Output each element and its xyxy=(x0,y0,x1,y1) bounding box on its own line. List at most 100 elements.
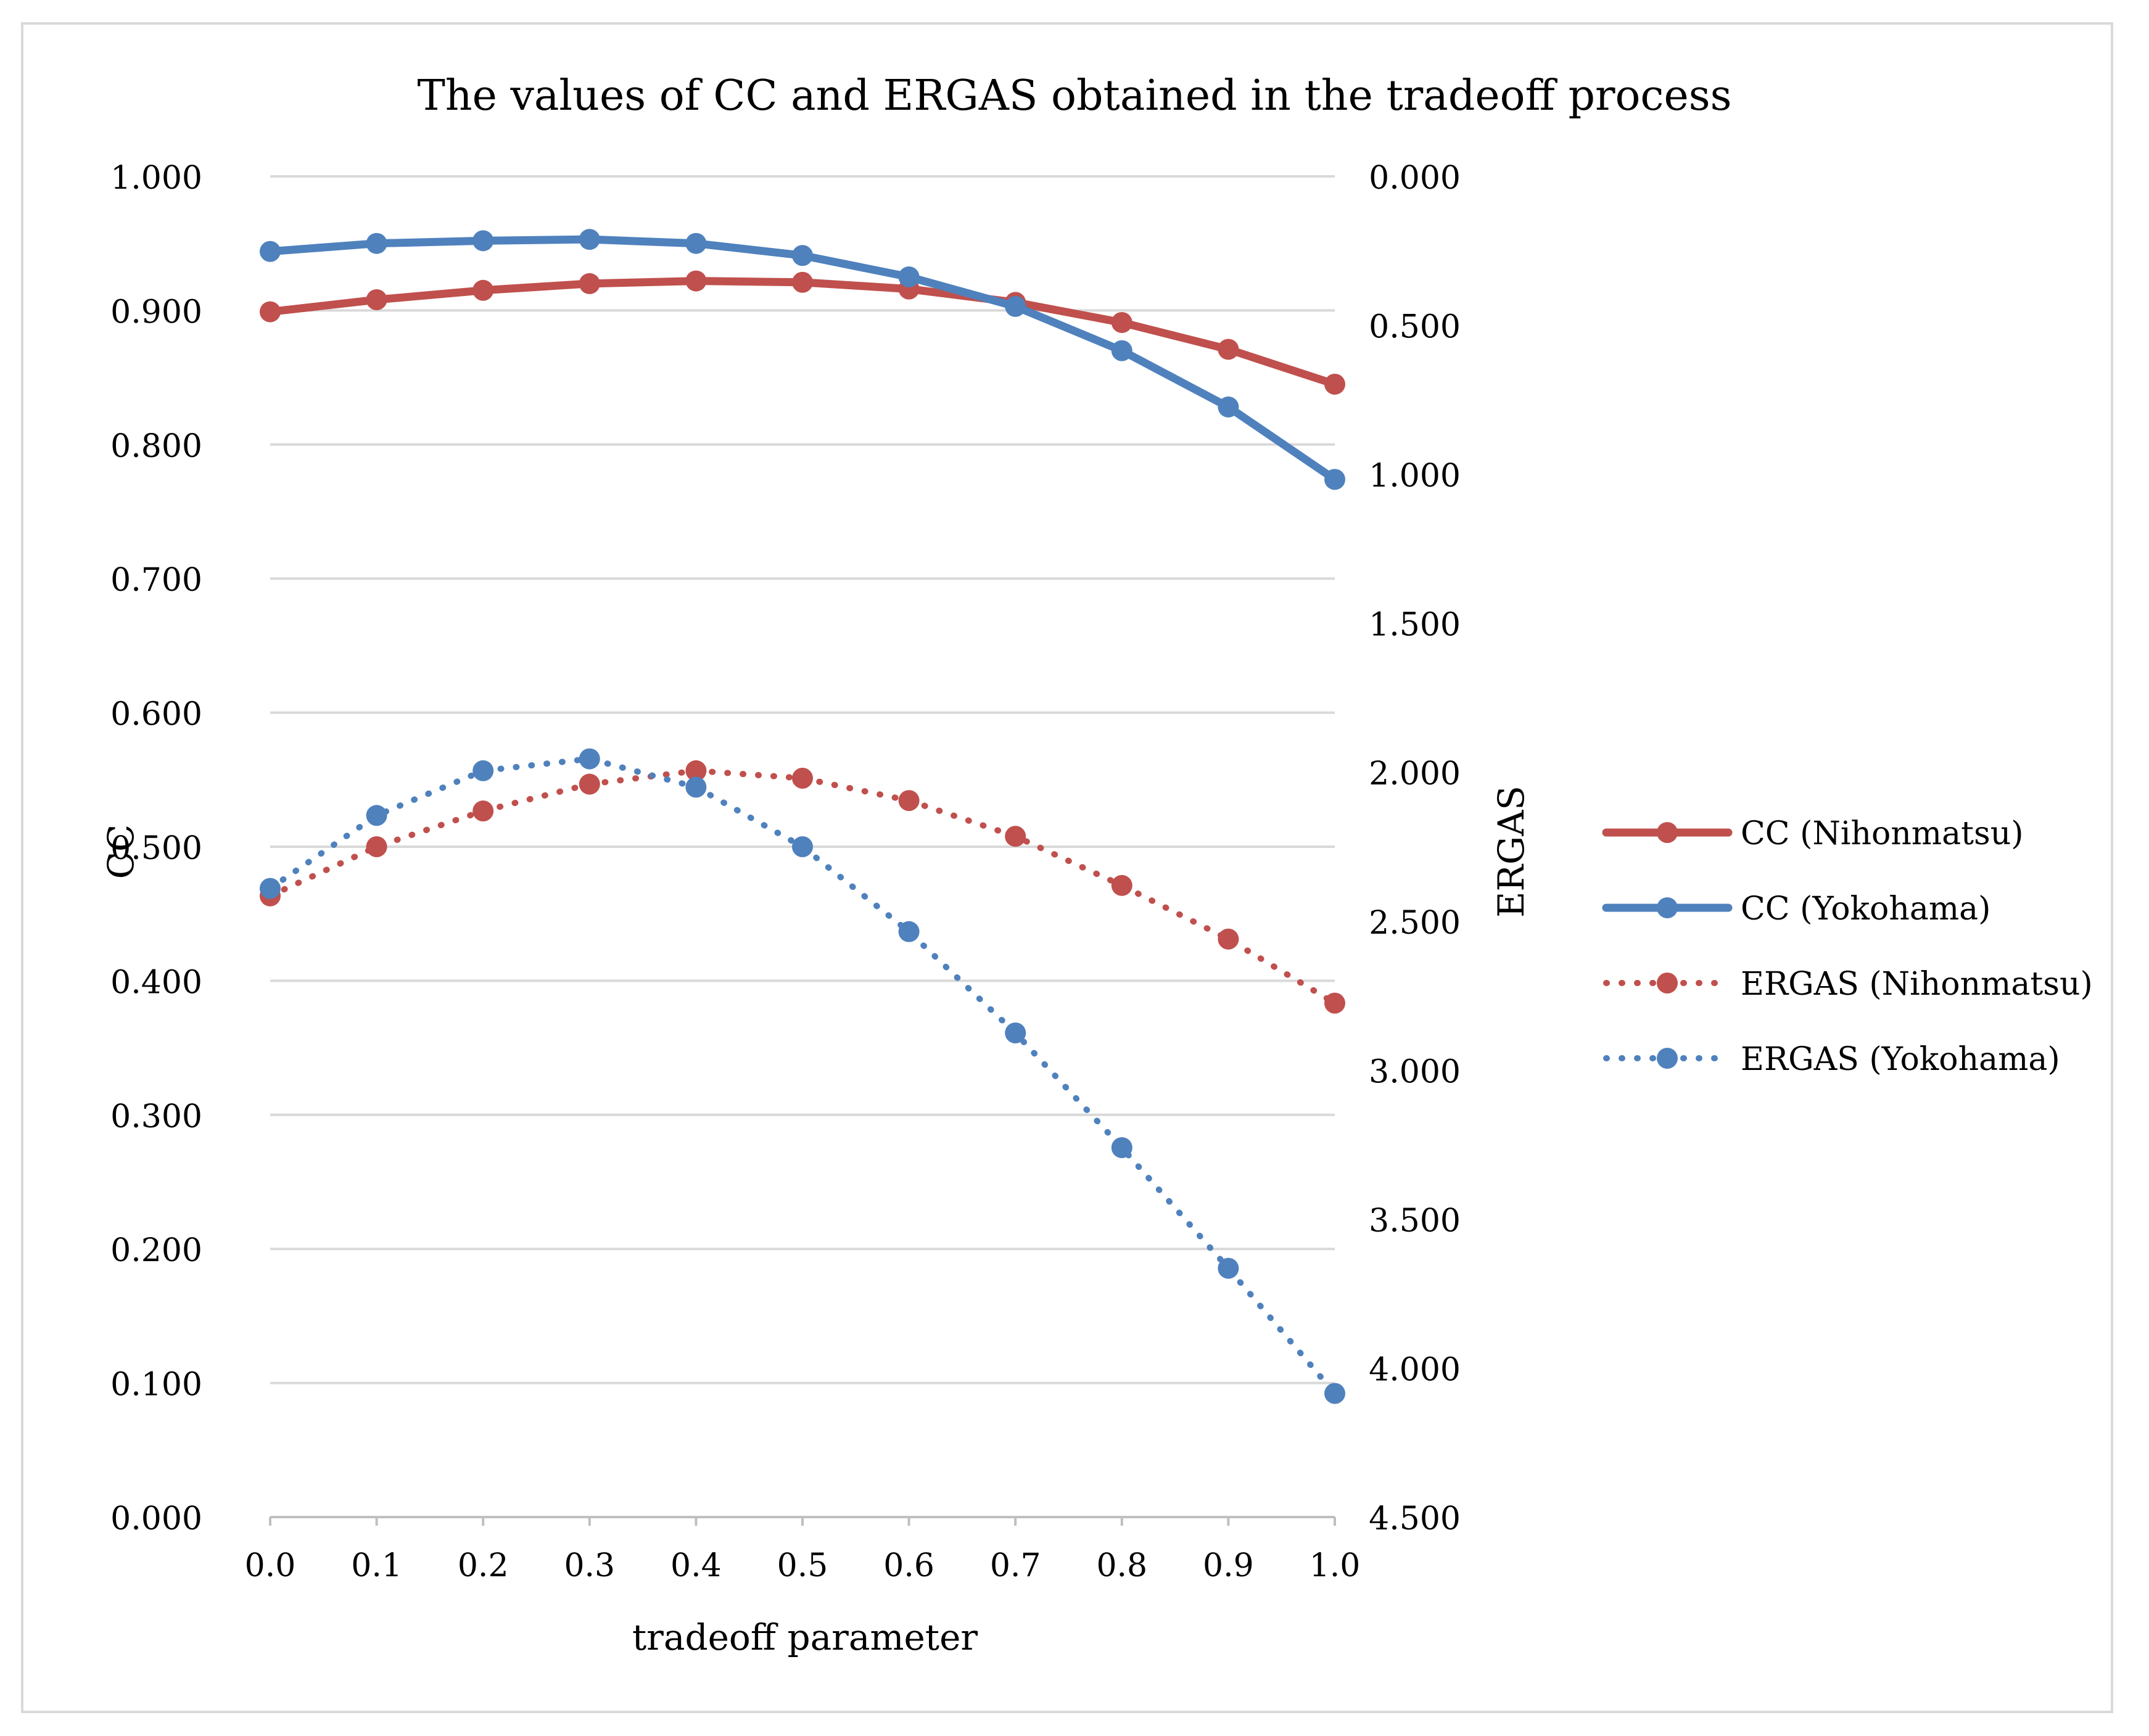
y2-tick-label: 3.000 xyxy=(1369,1053,1461,1090)
chart-title: The values of CC and ERGAS obtained in t… xyxy=(417,72,1731,120)
y2-tick-label: 3.500 xyxy=(1369,1203,1461,1240)
data-point xyxy=(685,270,707,292)
y-axis-label: CC xyxy=(100,825,142,879)
data-point xyxy=(1218,928,1239,950)
data-point xyxy=(1324,469,1345,490)
data-point xyxy=(366,836,387,857)
y-tick-label: 0.500 xyxy=(110,830,202,867)
data-point xyxy=(366,289,387,311)
x-axis-label: tradeoff parameter xyxy=(632,1616,978,1658)
y-tick-label: 1.000 xyxy=(110,160,202,197)
x-tick-label: 0.6 xyxy=(883,1547,934,1584)
y-tick-label: 0.400 xyxy=(110,964,202,1001)
data-point xyxy=(579,229,600,250)
y-tick-label: 0.900 xyxy=(110,294,202,331)
data-point xyxy=(1324,1383,1345,1404)
x-tick-label: 0.4 xyxy=(670,1547,722,1584)
data-point xyxy=(1111,311,1132,333)
y2-tick-label: 0.000 xyxy=(1369,160,1461,197)
data-point xyxy=(898,921,920,942)
data-point xyxy=(472,800,494,822)
data-point xyxy=(472,279,494,301)
data-point xyxy=(1005,1022,1026,1043)
data-point xyxy=(472,230,494,252)
data-point xyxy=(792,836,813,857)
legend-swatch-marker xyxy=(1657,897,1678,918)
data-point xyxy=(685,760,707,781)
y-tick-label: 0.700 xyxy=(110,562,202,599)
data-point xyxy=(792,245,813,266)
data-point xyxy=(685,232,707,254)
y2-axis-label: ERGAS xyxy=(1490,786,1532,918)
y2-tick-label: 1.500 xyxy=(1369,607,1461,644)
data-point xyxy=(366,805,387,826)
data-point xyxy=(1218,396,1239,418)
y2-tick-label: 4.500 xyxy=(1369,1500,1461,1537)
data-point xyxy=(1005,826,1026,847)
legend-swatch-marker xyxy=(1657,973,1678,993)
data-point xyxy=(579,748,600,770)
legend-swatch-marker xyxy=(1657,822,1678,843)
legend-entry: ERGAS (Yokohama) xyxy=(1603,1041,2060,1078)
y-tick-label: 0.200 xyxy=(110,1232,202,1269)
data-point xyxy=(1111,340,1132,361)
data-point xyxy=(792,271,813,293)
x-tick-label: 0.9 xyxy=(1203,1547,1254,1584)
data-point xyxy=(472,760,494,781)
data-point xyxy=(1218,339,1239,360)
data-point xyxy=(1111,874,1132,896)
axes: 0.000 0.100 0.200 0.300 0.400 0.500 0.600 0.700… xyxy=(110,160,1461,1584)
x-tick-label: 0.3 xyxy=(564,1547,615,1584)
x-tick-label: 0.1 xyxy=(351,1547,402,1584)
y-tick-label: 0.800 xyxy=(110,428,202,465)
legend: CC (Nihonmatsu) CC (Yokohama) ERGAS (Nihon… xyxy=(1602,815,2093,1078)
y2-tick-label: 1.000 xyxy=(1369,458,1461,495)
x-tick-label: 1.0 xyxy=(1310,1547,1361,1584)
line-chart: The values of CC and ERGAS obtained in t… xyxy=(100,72,2093,1658)
series-ergas-nihonmatsu xyxy=(260,760,1345,1014)
y2-tick-label: 2.500 xyxy=(1369,905,1461,942)
x-tick-label: 0.5 xyxy=(777,1547,828,1584)
data-point xyxy=(685,776,707,798)
legend-swatch-marker xyxy=(1657,1048,1678,1069)
x-tick-label: 0.0 xyxy=(245,1547,296,1584)
y2-tick-label: 4.000 xyxy=(1369,1351,1461,1388)
data-point xyxy=(1218,1257,1239,1279)
y2-tick-label: 2.000 xyxy=(1369,755,1461,792)
legend-entry: ERGAS (Nihonmatsu) xyxy=(1603,966,2093,1003)
series-line xyxy=(266,277,1339,389)
data-point xyxy=(260,878,281,899)
x-tick-label: 0.7 xyxy=(990,1547,1041,1584)
y-tick-label: 0.600 xyxy=(110,696,202,733)
legend-label: ERGAS (Yokohama) xyxy=(1741,1041,2060,1078)
chart-frame: The values of CC and ERGAS obtained in t… xyxy=(21,22,2113,1713)
legend-label: CC (Yokohama) xyxy=(1741,891,1990,928)
data-point xyxy=(1324,992,1345,1014)
series-cc-yokohama xyxy=(260,229,1345,490)
y-tick-label: 0.300 xyxy=(110,1098,202,1135)
legend-label: CC (Nihonmatsu) xyxy=(1741,815,2023,852)
series-ergas-yokohama xyxy=(260,748,1345,1404)
data-point xyxy=(792,767,813,789)
data-point xyxy=(898,790,920,812)
data-point xyxy=(1324,373,1345,395)
x-tick-label: 0.2 xyxy=(458,1547,509,1584)
data-point xyxy=(260,241,281,262)
series-layer xyxy=(260,229,1345,1404)
data-point xyxy=(1005,295,1026,317)
legend-label: ERGAS (Nihonmatsu) xyxy=(1741,966,2093,1003)
data-point xyxy=(366,232,387,254)
series-cc-nihonmatsu xyxy=(260,270,1345,395)
y-tick-label: 0.100 xyxy=(110,1367,202,1404)
data-point xyxy=(579,773,600,795)
data-point xyxy=(898,266,920,288)
legend-entry: CC (Nihonmatsu) xyxy=(1602,815,2023,852)
y2-tick-label: 0.500 xyxy=(1369,309,1461,346)
series-line xyxy=(267,767,1338,1006)
data-point xyxy=(579,273,600,294)
data-point xyxy=(1111,1137,1132,1158)
x-tick-label: 0.8 xyxy=(1096,1547,1147,1584)
legend-entry: CC (Yokohama) xyxy=(1602,891,1990,928)
y-tick-label: 0.000 xyxy=(110,1500,202,1537)
data-point xyxy=(260,301,281,323)
